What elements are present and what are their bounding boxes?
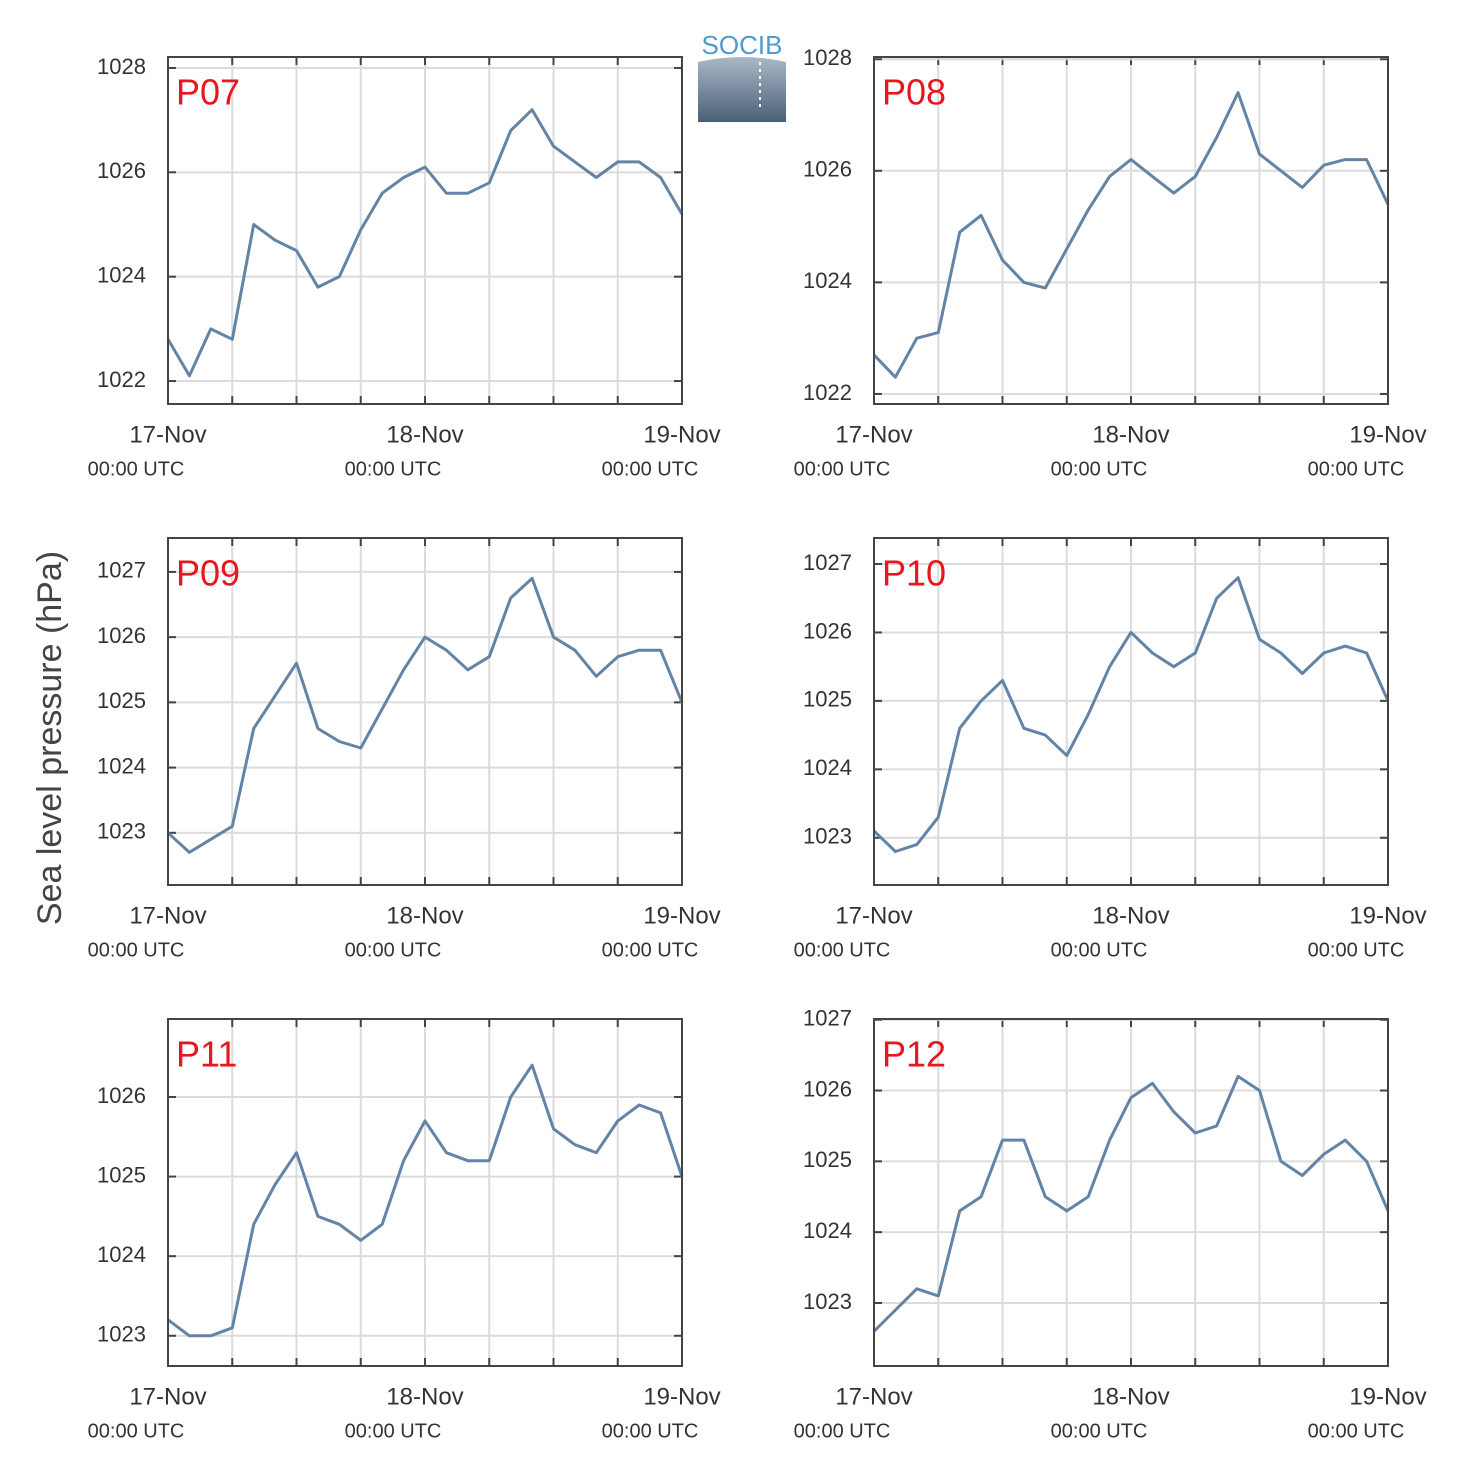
plot-frame bbox=[873, 537, 1389, 886]
y-tick-label: 1027 bbox=[803, 550, 852, 575]
y-tick-label: 1023 bbox=[97, 819, 146, 844]
y-tick-label: 1025 bbox=[97, 1162, 146, 1187]
plot-frame bbox=[167, 537, 683, 886]
y-tick-label: 1026 bbox=[97, 623, 146, 648]
panel: 17-Nov 00:00 UTC 18-Nov 00:00 UTC 19-Nov 00:0… bbox=[88, 537, 721, 961]
plot-frame bbox=[167, 1018, 683, 1367]
panel-title: P11 bbox=[176, 1034, 237, 1075]
series-line bbox=[872, 91, 1390, 379]
y-tick-label: 1026 bbox=[803, 157, 852, 182]
y-tick-label: 1025 bbox=[97, 688, 146, 713]
x-tick-label: 17-Nov bbox=[129, 421, 206, 448]
x-tick-label: 18-Nov bbox=[386, 1383, 463, 1410]
y-tick-label: 1026 bbox=[803, 618, 852, 643]
panel: 17-Nov 00:00 UTC 18-Nov 00:00 UTC 19-Nov 00:0… bbox=[794, 1006, 1427, 1443]
series-line bbox=[872, 1074, 1390, 1333]
y-tick-label: 1024 bbox=[803, 755, 852, 780]
series-line bbox=[167, 1063, 684, 1338]
x-tick-label: 19-Nov bbox=[1349, 902, 1426, 929]
logo-text: SOCIB bbox=[702, 30, 783, 60]
x-tick-label: 18-Nov bbox=[1092, 1383, 1169, 1410]
x-tick-sublabel: 00:00 UTC bbox=[602, 939, 699, 961]
x-tick-sublabel: 00:00 UTC bbox=[602, 1420, 699, 1442]
series-line bbox=[872, 576, 1390, 853]
y-tick-label: 1022 bbox=[97, 367, 146, 392]
x-tick-sublabel: 00:00 UTC bbox=[88, 1420, 185, 1442]
x-tick-label: 19-Nov bbox=[1349, 1383, 1426, 1410]
y-tick-label: 1025 bbox=[803, 1147, 852, 1172]
x-tick-label: 19-Nov bbox=[643, 421, 720, 448]
x-tick-label: 18-Nov bbox=[386, 421, 463, 448]
logo-shape bbox=[698, 57, 786, 122]
x-tick-label: 18-Nov bbox=[386, 902, 463, 929]
x-tick-sublabel: 00:00 UTC bbox=[1051, 1420, 1148, 1442]
x-tick-sublabel: 00:00 UTC bbox=[1308, 458, 1405, 480]
x-tick-sublabel: 00:00 UTC bbox=[88, 458, 185, 480]
x-tick-sublabel: 00:00 UTC bbox=[345, 458, 442, 480]
x-tick-label: 19-Nov bbox=[643, 902, 720, 929]
y-tick-label: 1022 bbox=[803, 380, 852, 405]
panel-title: P12 bbox=[882, 1034, 946, 1075]
x-tick-label: 17-Nov bbox=[129, 1383, 206, 1410]
plot-frame bbox=[873, 1018, 1389, 1367]
y-tick-label: 1024 bbox=[97, 753, 146, 778]
x-tick-label: 17-Nov bbox=[835, 421, 912, 448]
y-tick-label: 1024 bbox=[803, 1218, 852, 1243]
y-tick-label: 1023 bbox=[803, 824, 852, 849]
x-tick-sublabel: 00:00 UTC bbox=[1308, 939, 1405, 961]
y-tick-label: 1027 bbox=[97, 558, 146, 583]
y-tick-label: 1026 bbox=[803, 1076, 852, 1101]
y-tick-label: 1026 bbox=[97, 1083, 146, 1108]
y-tick-label: 1024 bbox=[97, 262, 146, 287]
series-line bbox=[166, 576, 684, 854]
panel-title: P10 bbox=[882, 553, 946, 594]
panel-title: P08 bbox=[882, 72, 946, 113]
panel: 17-Nov 00:00 UTC 18-Nov 00:00 UTC 19-Nov 00:0… bbox=[794, 45, 1427, 480]
x-tick-sublabel: 00:00 UTC bbox=[602, 458, 699, 480]
y-tick-label: 1025 bbox=[803, 687, 852, 712]
x-tick-sublabel: 00:00 UTC bbox=[1051, 939, 1148, 961]
x-tick-label: 19-Nov bbox=[643, 1383, 720, 1410]
panel-title: P07 bbox=[176, 72, 240, 113]
x-tick-label: 17-Nov bbox=[835, 1383, 912, 1410]
y-tick-label: 1028 bbox=[803, 45, 852, 70]
y-tick-label: 1024 bbox=[803, 268, 852, 293]
logo: SOCIB bbox=[698, 30, 786, 122]
x-tick-label: 18-Nov bbox=[1092, 902, 1169, 929]
x-tick-label: 19-Nov bbox=[1349, 421, 1426, 448]
y-tick-label: 1028 bbox=[97, 54, 146, 79]
x-tick-sublabel: 00:00 UTC bbox=[794, 939, 891, 961]
plot-frame bbox=[873, 56, 1389, 405]
y-tick-label: 1027 bbox=[803, 1006, 852, 1031]
plot-frame bbox=[167, 56, 683, 405]
y-tick-label: 1023 bbox=[803, 1289, 852, 1314]
x-tick-sublabel: 00:00 UTC bbox=[1051, 458, 1148, 480]
panel: 17-Nov 00:00 UTC 18-Nov 00:00 UTC 19-Nov 00:0… bbox=[794, 537, 1427, 961]
panel-title: P09 bbox=[176, 553, 240, 594]
y-tick-label: 1023 bbox=[97, 1322, 146, 1347]
y-tick-label: 1024 bbox=[97, 1242, 146, 1267]
series-line bbox=[166, 108, 684, 378]
x-tick-sublabel: 00:00 UTC bbox=[345, 939, 442, 961]
y-tick-label: 1026 bbox=[97, 158, 146, 183]
x-tick-sublabel: 00:00 UTC bbox=[345, 1420, 442, 1442]
panel: 17-Nov 00:00 UTC 18-Nov 00:00 UTC 19-Nov 00:0… bbox=[88, 1018, 721, 1442]
x-tick-label: 17-Nov bbox=[835, 902, 912, 929]
x-tick-sublabel: 00:00 UTC bbox=[88, 939, 185, 961]
x-tick-sublabel: 00:00 UTC bbox=[794, 1420, 891, 1442]
panel: 17-Nov 00:00 UTC 18-Nov 00:00 UTC 19-Nov 00:0… bbox=[88, 54, 721, 481]
x-tick-sublabel: 00:00 UTC bbox=[1308, 1420, 1405, 1442]
x-tick-label: 18-Nov bbox=[1092, 421, 1169, 448]
x-tick-sublabel: 00:00 UTC bbox=[794, 458, 891, 480]
y-axis-label: Sea level pressure (hPa) bbox=[31, 551, 69, 925]
x-tick-label: 17-Nov bbox=[129, 902, 206, 929]
